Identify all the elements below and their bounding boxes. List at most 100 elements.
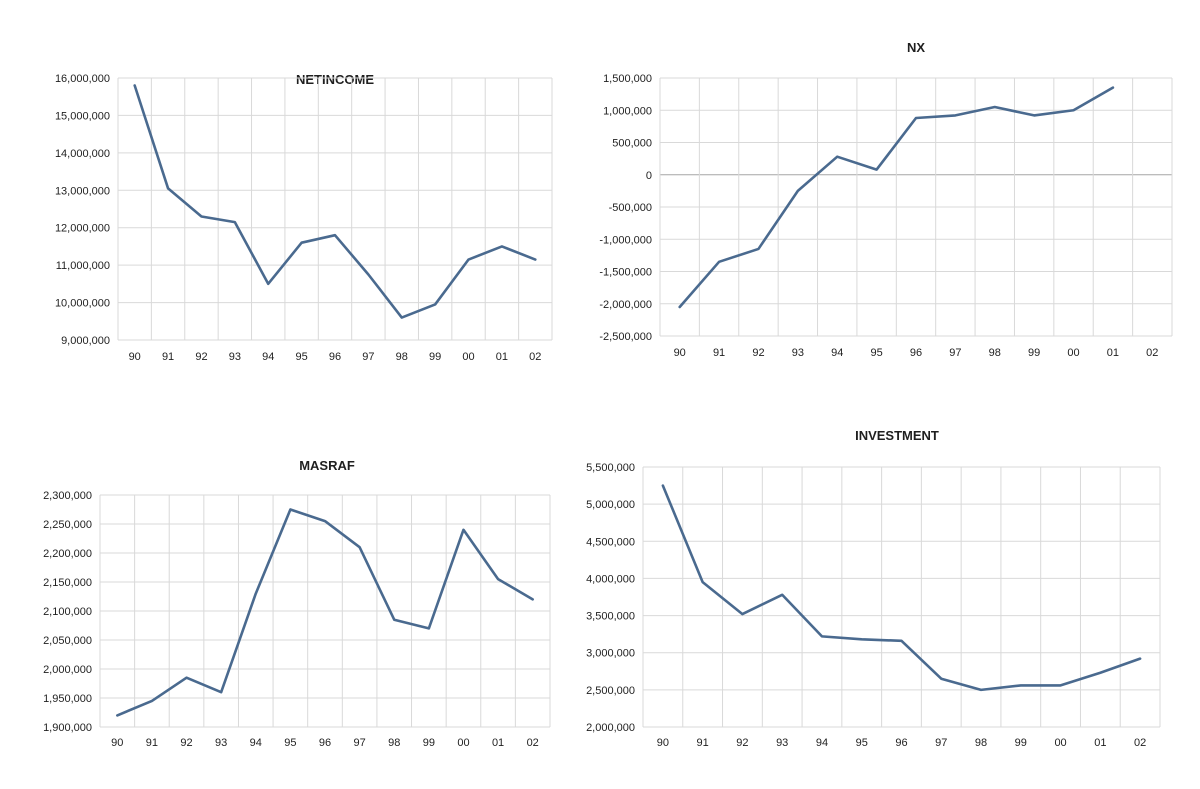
masraf-y-tick-label: 2,150,000 [43, 577, 92, 589]
netincome-x-tick-label: 93 [229, 351, 241, 363]
nx-data-point [796, 189, 800, 193]
netincome-y-tick-label: 10,000,000 [55, 298, 110, 310]
investment-data-point [900, 639, 904, 643]
netincome-x-tick-label: 02 [529, 351, 541, 363]
investment-x-tick-label: 94 [816, 737, 828, 749]
investment-data-point [860, 637, 864, 641]
nx-x-tick-label: 91 [713, 347, 725, 359]
investment-x-tick-label: 02 [1134, 737, 1146, 749]
nx-x-tick-label: 99 [1028, 347, 1040, 359]
netincome-x-tick-label: 94 [262, 351, 274, 363]
netincome-y-tick-label: 15,000,000 [55, 110, 110, 122]
nx-y-tick-label: 0 [646, 170, 652, 182]
investment-y-tick-label: 5,500,000 [586, 462, 635, 474]
investment-data-point [661, 484, 665, 488]
investment-data-point [1098, 671, 1102, 675]
masraf-data-point [392, 618, 396, 622]
investment-data-point [701, 580, 705, 584]
masraf-y-tick-label: 2,000,000 [43, 664, 92, 676]
masraf-x-tick-label: 02 [527, 737, 539, 749]
investment-x-tick-label: 92 [736, 737, 748, 749]
netincome-x-tick-label: 97 [362, 351, 374, 363]
investment-x-tick-label: 97 [935, 737, 947, 749]
nx-x-tick-label: 92 [752, 347, 764, 359]
nx-x-tick-label: 98 [989, 347, 1001, 359]
investment-chart: INVESTMENT 2,000,000 2,500,000 3,000,000 3,5… [586, 428, 1161, 749]
nx-y-tick-label: 500,000 [612, 138, 652, 150]
masraf-title: MASRAF [299, 458, 355, 473]
masraf-data-point [185, 676, 189, 680]
masraf-data-point [150, 699, 154, 703]
netincome-x-tick-label: 99 [429, 351, 441, 363]
nx-y-tick-label: -500,000 [609, 202, 652, 214]
investment-data-point [1059, 683, 1063, 687]
masraf-y-tick-label: 2,050,000 [43, 635, 92, 647]
masraf-chart: MASRAF 1,900,000 1,950,000 2,000,000 2,050,0… [43, 458, 551, 749]
masraf-data-point [115, 713, 119, 717]
netincome-data-point [333, 233, 337, 237]
nx-data-point [835, 155, 839, 159]
nx-y-tick-label: 1,500,000 [603, 73, 652, 85]
masraf-x-tick-label: 95 [284, 737, 296, 749]
investment-x-tick-label: 90 [657, 737, 669, 749]
investment-x-tick-label: 91 [697, 737, 709, 749]
investment-data-point [820, 634, 824, 638]
netincome-data-point [467, 258, 471, 262]
investment-x-tick-label: 00 [1054, 737, 1066, 749]
nx-data-point [678, 305, 682, 309]
netincome-x-tick-label: 01 [496, 351, 508, 363]
nx-x-tick-label: 96 [910, 347, 922, 359]
masraf-x-tick-label: 01 [492, 737, 504, 749]
nx-y-tick-label: 1,000,000 [603, 105, 652, 117]
netincome-y-tick-label: 13,000,000 [55, 185, 110, 197]
netincome-series-line [133, 84, 537, 319]
investment-y-tick-label: 5,000,000 [586, 499, 635, 511]
nx-x-tick-label: 01 [1107, 347, 1119, 359]
masraf-x-tick-label: 96 [319, 737, 331, 749]
netincome-x-tick-label: 98 [396, 351, 408, 363]
netincome-data-point [133, 83, 137, 87]
netincome-x-tick-label: 95 [295, 351, 307, 363]
nx-data-point [1111, 86, 1115, 90]
investment-x-tick-label: 93 [776, 737, 788, 749]
netincome-data-point [366, 273, 370, 277]
nx-x-tick-label: 93 [792, 347, 804, 359]
nx-data-point [1032, 113, 1036, 117]
masraf-x-tick-label: 97 [353, 737, 365, 749]
masraf-x-tick-label: 92 [180, 737, 192, 749]
masraf-y-tick-label: 2,300,000 [43, 490, 92, 502]
investment-x-tick-label: 98 [975, 737, 987, 749]
masraf-y-tick-label: 1,900,000 [43, 722, 92, 734]
masraf-x-tick-label: 93 [215, 737, 227, 749]
netincome-data-point [300, 241, 304, 245]
masraf-data-point [461, 528, 465, 532]
netincome-data-point [199, 214, 203, 218]
nx-data-point [953, 113, 957, 117]
nx-data-point [993, 105, 997, 109]
investment-y-tick-label: 3,000,000 [586, 648, 635, 660]
nx-x-tick-label: 00 [1067, 347, 1079, 359]
netincome-y-tick-label: 11,000,000 [56, 260, 110, 272]
investment-data-point [780, 593, 784, 597]
netincome-data-point [433, 302, 437, 306]
investment-series-line [661, 484, 1142, 692]
masraf-y-tick-label: 2,100,000 [43, 606, 92, 618]
masraf-x-tick-label: 94 [250, 737, 262, 749]
nx-x-tick-label: 97 [949, 347, 961, 359]
netincome-y-tick-label: 14,000,000 [55, 148, 110, 160]
netincome-title: NETINCOME [296, 72, 374, 87]
netincome-x-tick-label: 92 [195, 351, 207, 363]
nx-x-tick-label: 94 [831, 347, 843, 359]
masraf-data-point [288, 508, 292, 512]
investment-x-tick-label: 96 [895, 737, 907, 749]
netincome-x-tick-label: 96 [329, 351, 341, 363]
masraf-x-tick-label: 00 [457, 737, 469, 749]
netincome-x-tick-label: 91 [162, 351, 174, 363]
investment-title: INVESTMENT [855, 428, 939, 443]
netincome-data-point [166, 186, 170, 190]
investment-y-tick-label: 3,500,000 [586, 611, 635, 623]
investment-y-tick-label: 2,500,000 [586, 685, 635, 697]
netincome-y-tick-label: 9,000,000 [61, 335, 110, 347]
investment-x-tick-label: 99 [1015, 737, 1027, 749]
nx-data-point [756, 247, 760, 251]
